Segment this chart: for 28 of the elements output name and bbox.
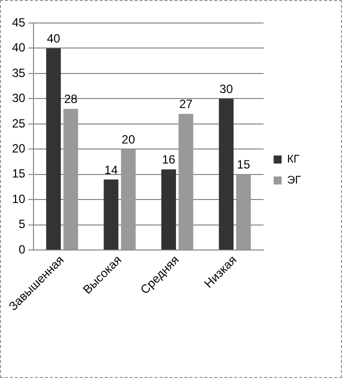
data-label: 15 xyxy=(236,158,250,172)
data-label: 40 xyxy=(46,32,60,46)
data-label: 27 xyxy=(179,97,193,112)
y-tick-label: 40 xyxy=(12,40,26,55)
data-label: 28 xyxy=(64,92,78,106)
bar xyxy=(178,114,194,250)
data-label: 16 xyxy=(162,152,176,167)
y-tick-label: 20 xyxy=(12,142,26,156)
data-label: 30 xyxy=(220,82,234,96)
bar xyxy=(121,149,136,250)
y-tick-label: 35 xyxy=(12,66,26,80)
bar xyxy=(218,98,234,250)
bar xyxy=(104,179,118,250)
legend-label: КГ xyxy=(287,154,300,166)
bar xyxy=(46,48,61,250)
bar xyxy=(63,108,78,250)
y-tick-label: 0 xyxy=(18,242,26,256)
data-label: 20 xyxy=(122,132,136,147)
y-tick-label: 15 xyxy=(12,166,26,181)
data-label: 14 xyxy=(104,162,118,177)
y-tick-label: 5 xyxy=(18,217,26,232)
bar xyxy=(161,169,176,250)
y-tick-label: 30 xyxy=(12,91,26,106)
y-tick-label: 45 xyxy=(12,15,26,30)
legend-label: ЭГ xyxy=(287,174,302,187)
bar xyxy=(236,174,251,250)
y-tick-label: 25 xyxy=(12,116,26,130)
y-tick-label: 10 xyxy=(12,192,26,206)
